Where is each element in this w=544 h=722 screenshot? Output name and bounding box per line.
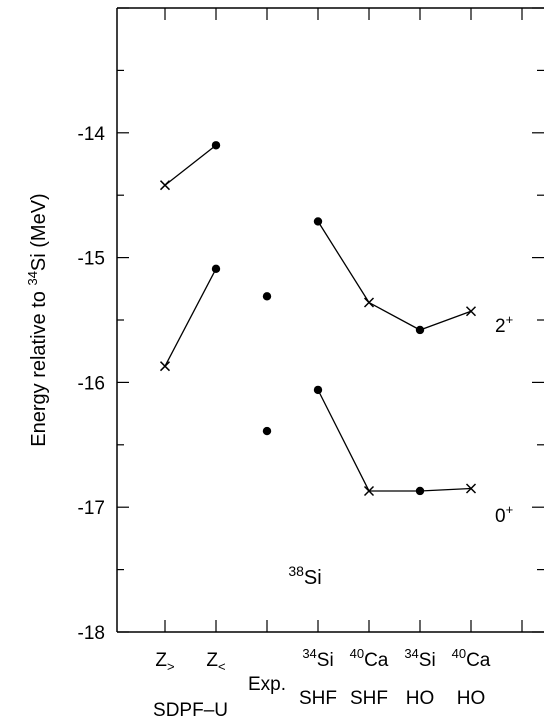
x-category-sublabel: SHF (350, 688, 388, 709)
y-tick-label: -16 (78, 373, 105, 394)
data-point-dot (313, 217, 323, 226)
series-line (164, 268, 217, 367)
cross-stroke (465, 483, 477, 494)
x-category-label: 40Ca (452, 646, 491, 671)
cross-stroke (465, 306, 477, 317)
x-category-sublabel: HO (457, 688, 486, 709)
y-tick-label: -14 (78, 124, 106, 145)
cross-stroke (363, 297, 375, 308)
x-category-sublabel: HO (406, 688, 435, 709)
data-point-cross (363, 485, 375, 497)
data-point-cross (363, 297, 375, 308)
data-point-dot (211, 141, 221, 150)
data-point-dot (262, 426, 272, 436)
x-category-label: 34Si (404, 646, 435, 671)
cross-stroke (159, 361, 171, 372)
x-category-label: 40Ca (350, 646, 389, 671)
data-point-cross (159, 180, 171, 191)
y-axis-label: Energy relative to 34Si (MeV) (25, 193, 50, 446)
series-line (317, 389, 472, 492)
data-point-dot (415, 486, 425, 496)
data-point-dot (211, 264, 221, 274)
group-label: SDPF–U (153, 700, 228, 721)
cross-stroke (159, 180, 171, 191)
data-point-cross (465, 483, 477, 494)
x-category-label: Z< (206, 650, 225, 674)
x-category-label: Z> (155, 650, 174, 674)
state-label: 0+ (495, 502, 513, 527)
x-category-label: Exp. (248, 674, 286, 695)
y-tick-label: -18 (78, 623, 105, 644)
state-label: 2+ (495, 312, 513, 337)
nucleus-annotation: 38Si (288, 563, 321, 589)
series-line (317, 221, 472, 331)
series-line (164, 144, 217, 186)
data-point-cross (465, 306, 477, 317)
y-tick-label: -15 (78, 249, 105, 270)
y-tick-label: -17 (78, 498, 105, 519)
cross-stroke (363, 485, 375, 497)
x-category-sublabel: SHF (299, 688, 337, 709)
data-point-cross (159, 361, 171, 372)
data-point-dot (313, 385, 323, 395)
data-point-dot (415, 325, 425, 335)
data-point-dot (262, 292, 272, 301)
x-category-label: 34Si (302, 646, 333, 671)
